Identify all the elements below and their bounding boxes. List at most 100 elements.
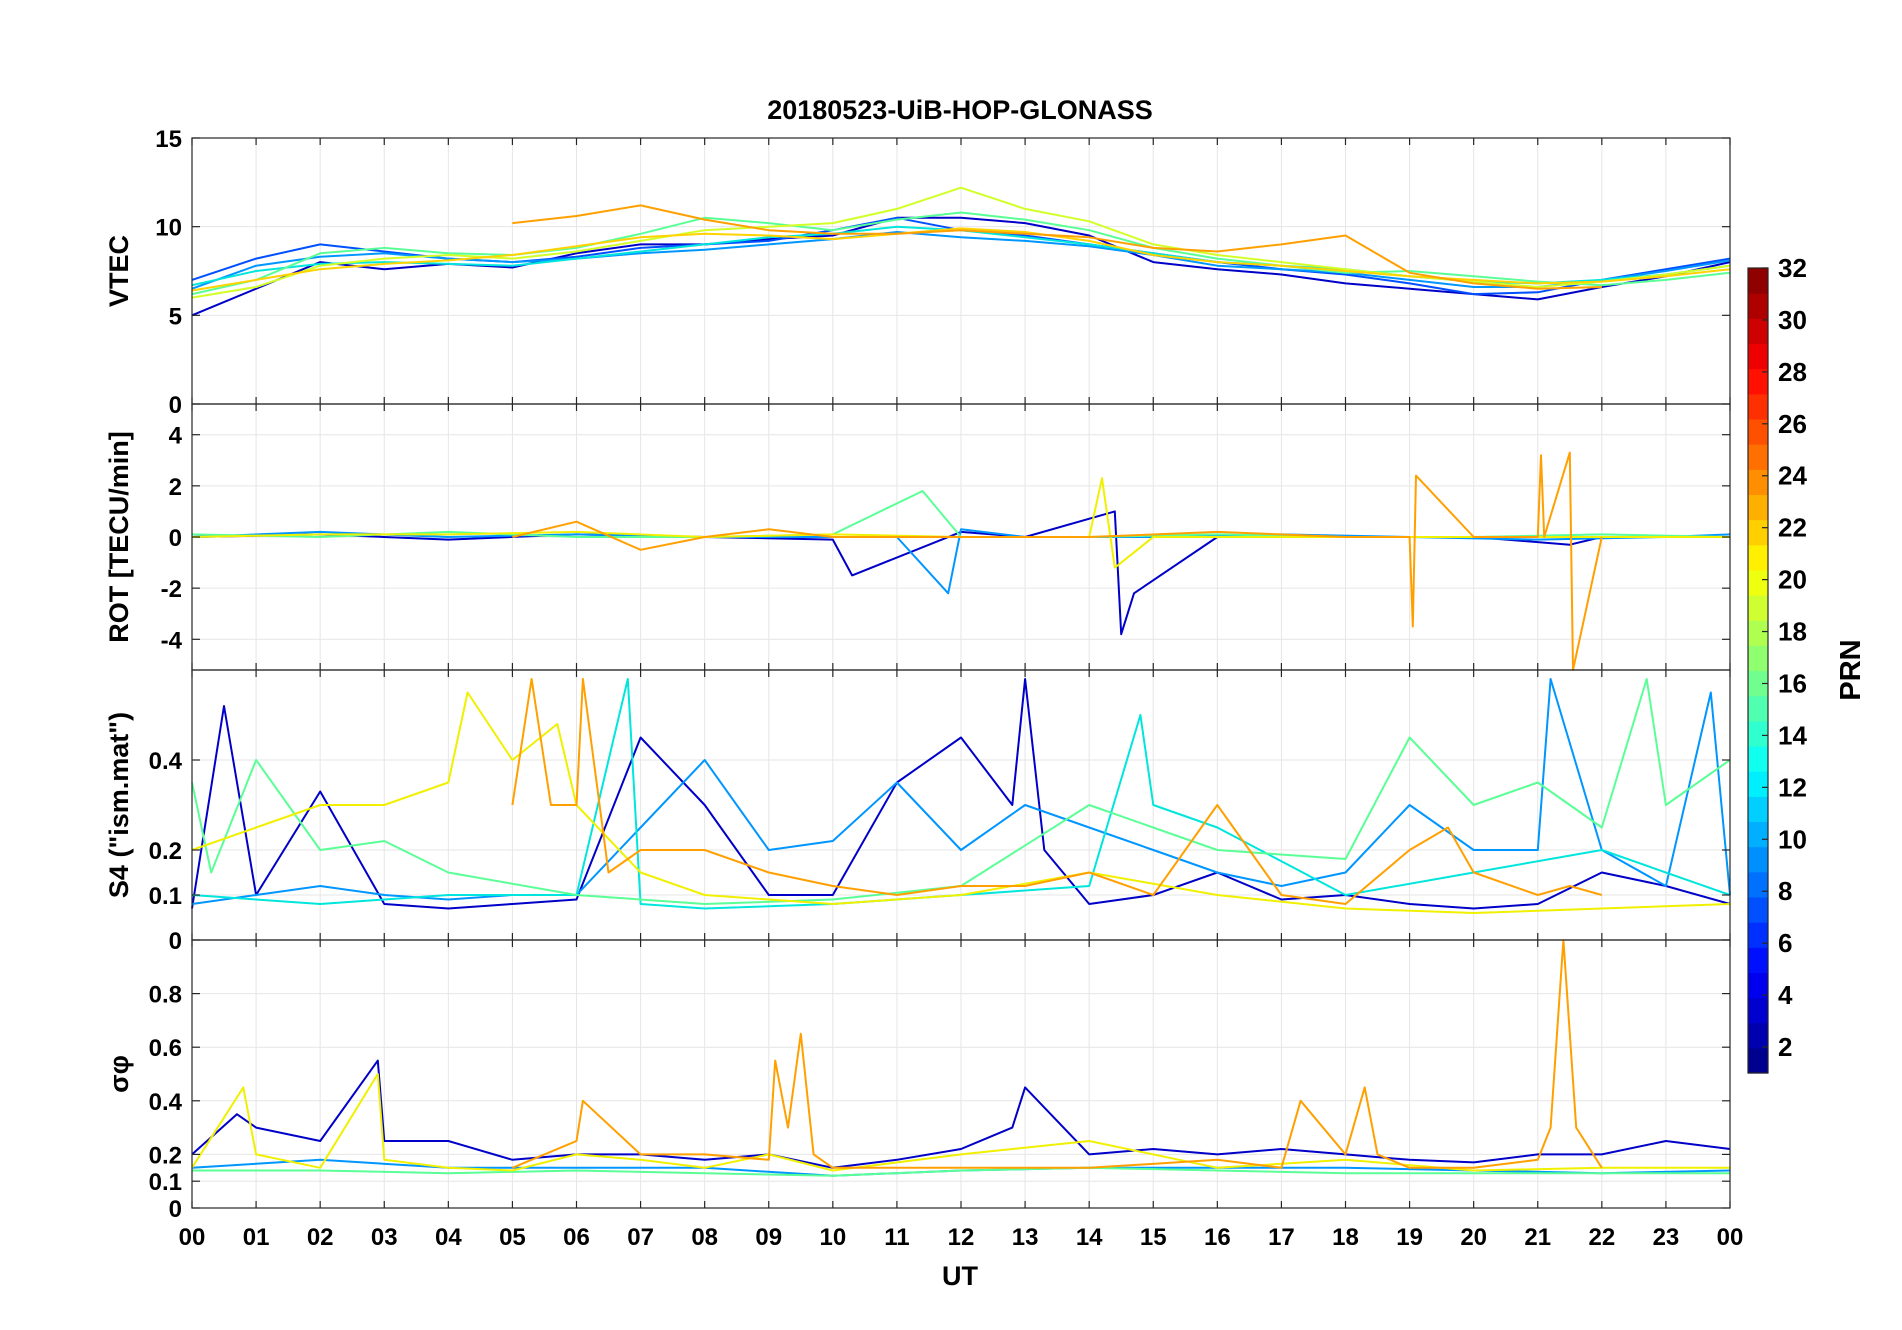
series-line-prn-23 [511,678,1603,905]
colorbar-segment [1748,620,1768,646]
series-line-prn-20 [191,691,1731,914]
colorbar-segment [1748,796,1768,823]
series-line-prn-23 [512,204,1602,290]
y-tick-label: 0.2 [149,1142,182,1169]
series-line-prn-9 [191,231,1731,290]
x-tick-label: 11 [884,1224,909,1251]
series-line-prn-9 [191,528,1731,595]
colorbar-segment [1748,720,1768,747]
colorbar-segment [1748,268,1768,294]
colorbar-tick-label: 30 [1778,305,1807,335]
y-axis-label-s4: S4 ("ism.mat") [104,712,134,898]
x-tick-label: 10 [819,1224,846,1251]
colorbar-segment [1748,846,1768,873]
series-line-prn-9 [191,678,1731,905]
colorbar-segment [1748,418,1768,445]
y-axis-label-vtec: VTEC [104,235,134,307]
colorbar-segment [1748,947,1768,973]
colorbar-segment [1748,494,1768,521]
x-tick-label: 23 [1653,1224,1680,1251]
x-tick-label: 12 [948,1224,975,1251]
colorbar-frame [1747,267,1769,1074]
colorbar-segment [1748,670,1768,697]
colorbar-segment [1748,645,1768,672]
x-tick-label: 19 [1396,1224,1423,1251]
series-line-prn-21 [191,227,1731,292]
colorbar-tick-label: 32 [1778,253,1807,283]
colorbar-segment [1748,343,1768,370]
series-line-prn-16 [191,678,1731,905]
panel-s4: 0 0.1 0.2 0.4 S4 ("ism.mat") [104,669,1731,955]
x-tick-label: 17 [1268,1224,1295,1251]
colorbar-tick-label: 2 [1778,1032,1792,1062]
colorbar-segment [1748,922,1768,948]
series-line-prn-23 [512,939,1603,1169]
colorbar-segment [1748,896,1768,923]
x-tick-label: 01 [243,1224,270,1251]
colorbar-tick-label: 12 [1778,772,1807,802]
y-tick-label: 5 [169,303,182,330]
x-axis-label: UT [942,1261,978,1291]
colorbar-tick-label: 16 [1778,668,1807,698]
series-line-prn-19 [191,186,1731,299]
colorbar-segment [1748,293,1768,319]
colorbar-tick-label: 28 [1778,357,1807,387]
x-tick-label: 21 [1524,1224,1551,1251]
colorbar-segment [1748,469,1768,496]
colorbar-tick-label: 6 [1778,928,1792,958]
colorbar-segment [1748,544,1768,571]
colorbar-segment [1748,972,1768,999]
y-tick-label: 0.1 [149,1169,182,1196]
y-tick-label: 0 [169,525,182,552]
colorbar-tick-label: 4 [1778,980,1793,1010]
y-tick-label: 0.1 [149,883,182,910]
y-tick-label: 0 [169,392,182,419]
panel-sigma_phi: 00.10.2 0.4 0.6 0.8 σφ [104,939,1731,1223]
colorbar-tick-label: 8 [1778,876,1792,906]
colorbar-segment [1748,821,1768,848]
series-line-prn-23 [512,451,1603,671]
x-tick-label: 20 [1460,1224,1487,1251]
colorbar-segment [1748,695,1768,722]
y-tick-label: 0.8 [149,982,182,1009]
colorbar-segment [1748,569,1768,596]
x-tick-label: 13 [1012,1224,1039,1251]
colorbar-tick-label: 10 [1778,824,1807,854]
x-tick-label: 08 [691,1224,718,1251]
chart-title: 20180523-UiB-HOP-GLONASS [767,95,1153,125]
y-tick-label: 0.4 [149,1089,183,1116]
x-tick-label: 16 [1204,1224,1231,1251]
y-axis-label-sigma_phi: σφ [104,1055,134,1093]
x-tick-label: 22 [1588,1224,1615,1251]
y-tick-label: 4 [169,423,183,450]
colorbar-tick-label: 14 [1778,720,1807,750]
colorbar-tick-label: 18 [1778,617,1807,647]
x-tick-label: 05 [499,1224,526,1251]
x-tick-label: 04 [435,1224,462,1251]
colorbar-tick-label: 22 [1778,513,1807,543]
y-tick-label: 0.2 [149,838,182,865]
x-tick-label: 03 [371,1224,398,1251]
x-tick-label: 00 [1717,1224,1744,1251]
x-tick-label: 18 [1332,1224,1359,1251]
colorbar-tick-label: 26 [1778,409,1807,439]
x-tick-label: 09 [755,1224,782,1251]
y-tick-label: 0 [169,1196,182,1223]
y-tick-label: -4 [161,627,183,654]
y-tick-label: 0.6 [149,1035,182,1062]
y-tick-label: 0 [169,928,182,955]
colorbar-segment [1748,1047,1768,1074]
colorbar-segment [1748,745,1768,772]
colorbar-segment [1748,771,1768,797]
x-tick-label: 15 [1140,1224,1167,1251]
colorbar-segment [1748,318,1768,345]
series-line-prn-16 [191,211,1731,296]
panel-vtec: 0 5 10 15 VTEC [104,126,1731,419]
colorbar-segment [1748,444,1768,470]
y-tick-label: 10 [155,215,182,242]
colorbar-segment [1748,1022,1768,1049]
